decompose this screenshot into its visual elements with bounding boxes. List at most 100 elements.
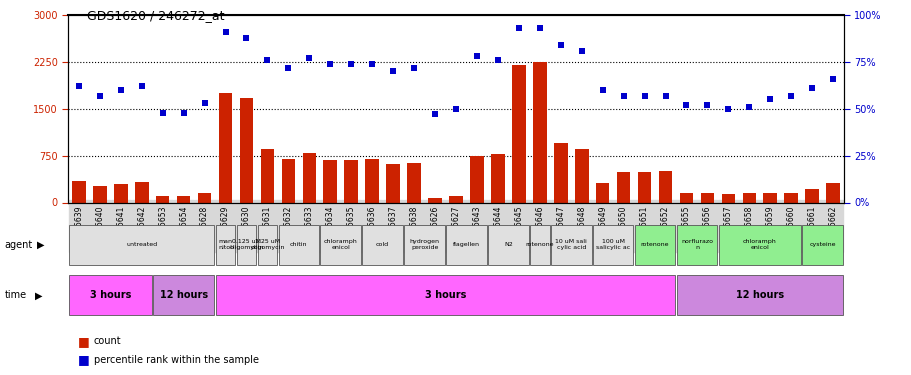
Bar [69, 225, 214, 264]
Point [637, 93, 651, 99]
Bar [323, 160, 337, 202]
Bar [281, 159, 295, 203]
Bar [114, 184, 128, 203]
Bar [595, 183, 609, 203]
Point [658, 93, 672, 99]
Bar [658, 171, 671, 202]
Bar [156, 196, 169, 202]
Bar [135, 182, 148, 203]
Bar [676, 276, 842, 315]
Point [364, 61, 379, 67]
Bar [93, 186, 107, 202]
Bar [302, 153, 316, 203]
Text: ▶: ▶ [35, 290, 42, 300]
Bar [634, 225, 675, 264]
Point [679, 102, 693, 108]
Point [783, 93, 798, 99]
Text: 3 hours: 3 hours [89, 290, 131, 300]
Bar [240, 98, 253, 202]
Text: 12 hours: 12 hours [735, 290, 783, 300]
Text: ■: ■ [77, 335, 89, 348]
Text: count: count [94, 336, 121, 346]
Bar [216, 276, 675, 315]
Text: agent: agent [5, 240, 33, 250]
Bar [550, 225, 591, 264]
Text: 0.125 uM
oligomycin: 0.125 uM oligomycin [229, 240, 263, 250]
Point [134, 83, 148, 89]
Text: 100 uM
salicylic ac: 100 uM salicylic ac [596, 240, 630, 250]
Bar [216, 225, 235, 264]
Text: 1.25 uM
oligomycin: 1.25 uM oligomycin [250, 240, 284, 250]
Bar [386, 164, 400, 202]
Text: ■: ■ [77, 354, 89, 366]
Bar [802, 225, 842, 264]
Point [721, 106, 735, 112]
Text: chloramph
enicol: chloramph enicol [742, 240, 776, 250]
Bar [721, 194, 734, 202]
Text: N2: N2 [504, 242, 512, 247]
Bar [198, 192, 211, 202]
Bar [592, 225, 633, 264]
Bar [449, 196, 462, 202]
Bar [679, 192, 692, 202]
Text: 3 hours: 3 hours [425, 290, 466, 300]
Text: chloramph
enicol: chloramph enicol [323, 240, 357, 250]
Point [176, 110, 190, 116]
Point [302, 55, 316, 61]
Point [406, 64, 421, 70]
Bar [742, 194, 755, 202]
Bar [532, 62, 546, 202]
Text: percentile rank within the sample: percentile rank within the sample [94, 355, 259, 365]
Point [71, 83, 86, 89]
Point [595, 87, 609, 93]
Bar [362, 225, 403, 264]
Bar [529, 225, 549, 264]
Bar [404, 225, 445, 264]
Point [113, 87, 128, 93]
Point [469, 53, 484, 59]
Bar [72, 181, 86, 203]
Text: chitin: chitin [290, 242, 307, 247]
Bar [676, 225, 716, 264]
Bar [278, 225, 319, 264]
Point [574, 48, 589, 54]
Text: man
nitol: man nitol [219, 240, 232, 250]
Bar [428, 198, 441, 202]
Point [322, 61, 337, 67]
Point [197, 100, 211, 106]
Text: time: time [5, 290, 26, 300]
Point [92, 93, 107, 99]
Text: hydrogen
peroxide: hydrogen peroxide [409, 240, 439, 250]
Text: untreated: untreated [126, 242, 157, 247]
Bar [261, 149, 274, 202]
Point [742, 104, 756, 110]
Text: flagellen: flagellen [453, 242, 479, 247]
Text: cold: cold [375, 242, 389, 247]
Text: 10 uM sali
cylic acid: 10 uM sali cylic acid [555, 240, 587, 250]
Point [155, 110, 169, 116]
Bar [637, 172, 650, 202]
Text: GDS1620 / 246272_at: GDS1620 / 246272_at [87, 9, 224, 22]
Text: rotenone: rotenone [640, 242, 669, 247]
Bar [344, 160, 358, 202]
Point [260, 57, 274, 63]
Text: ▶: ▶ [36, 240, 44, 250]
Bar [177, 196, 190, 202]
Point [343, 61, 358, 67]
Text: 12 hours: 12 hours [159, 290, 208, 300]
Point [490, 57, 505, 63]
Bar [69, 276, 151, 315]
Point [218, 29, 232, 35]
Point [553, 42, 568, 48]
Bar [574, 149, 588, 202]
Bar [700, 193, 713, 202]
Point [532, 25, 547, 31]
Text: cysteine: cysteine [808, 242, 835, 247]
Point [239, 34, 253, 40]
Bar [804, 189, 818, 202]
Point [700, 102, 714, 108]
Point [511, 25, 526, 31]
Bar [553, 142, 567, 202]
Point [281, 64, 295, 70]
Bar [783, 194, 797, 202]
